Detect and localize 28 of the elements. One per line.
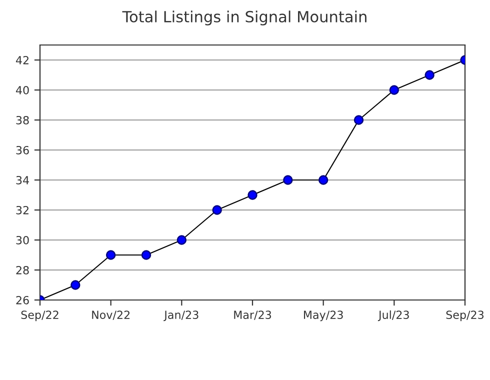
y-tick-label: 40 <box>16 86 29 94</box>
point <box>248 190 258 200</box>
y-tick-label: 36 <box>16 146 29 154</box>
x-tick-label: Nov/22 <box>92 310 130 320</box>
point <box>389 85 400 95</box>
x-tick-label: Jan/23 <box>164 310 198 322</box>
x-tick-label: Sep/23 <box>446 310 484 322</box>
y-tick-label: 26 <box>16 296 29 304</box>
point <box>70 280 80 290</box>
x-tick-label: Mar/23 <box>234 310 272 320</box>
y-tick-label: 42 <box>16 56 28 64</box>
y-tick-label: 32 <box>16 206 28 214</box>
point <box>176 235 187 245</box>
point <box>106 250 116 260</box>
y-tick-label: 34 <box>16 176 29 184</box>
point <box>424 70 434 80</box>
x-tick-label: Sep/22 <box>21 310 58 322</box>
x-tick-label: Jul/23 <box>378 310 409 322</box>
point <box>283 175 293 185</box>
point <box>212 205 222 215</box>
y-tick-label: 38 <box>16 116 29 124</box>
chart-title: Total Listings in Signal Mountain <box>122 10 366 26</box>
y-tick-label: 28 <box>16 266 29 274</box>
point <box>141 250 152 260</box>
y-tick-label: 30 <box>16 236 29 244</box>
x-tick-label: May/23 <box>304 310 343 322</box>
point <box>354 115 364 125</box>
point <box>318 175 328 185</box>
